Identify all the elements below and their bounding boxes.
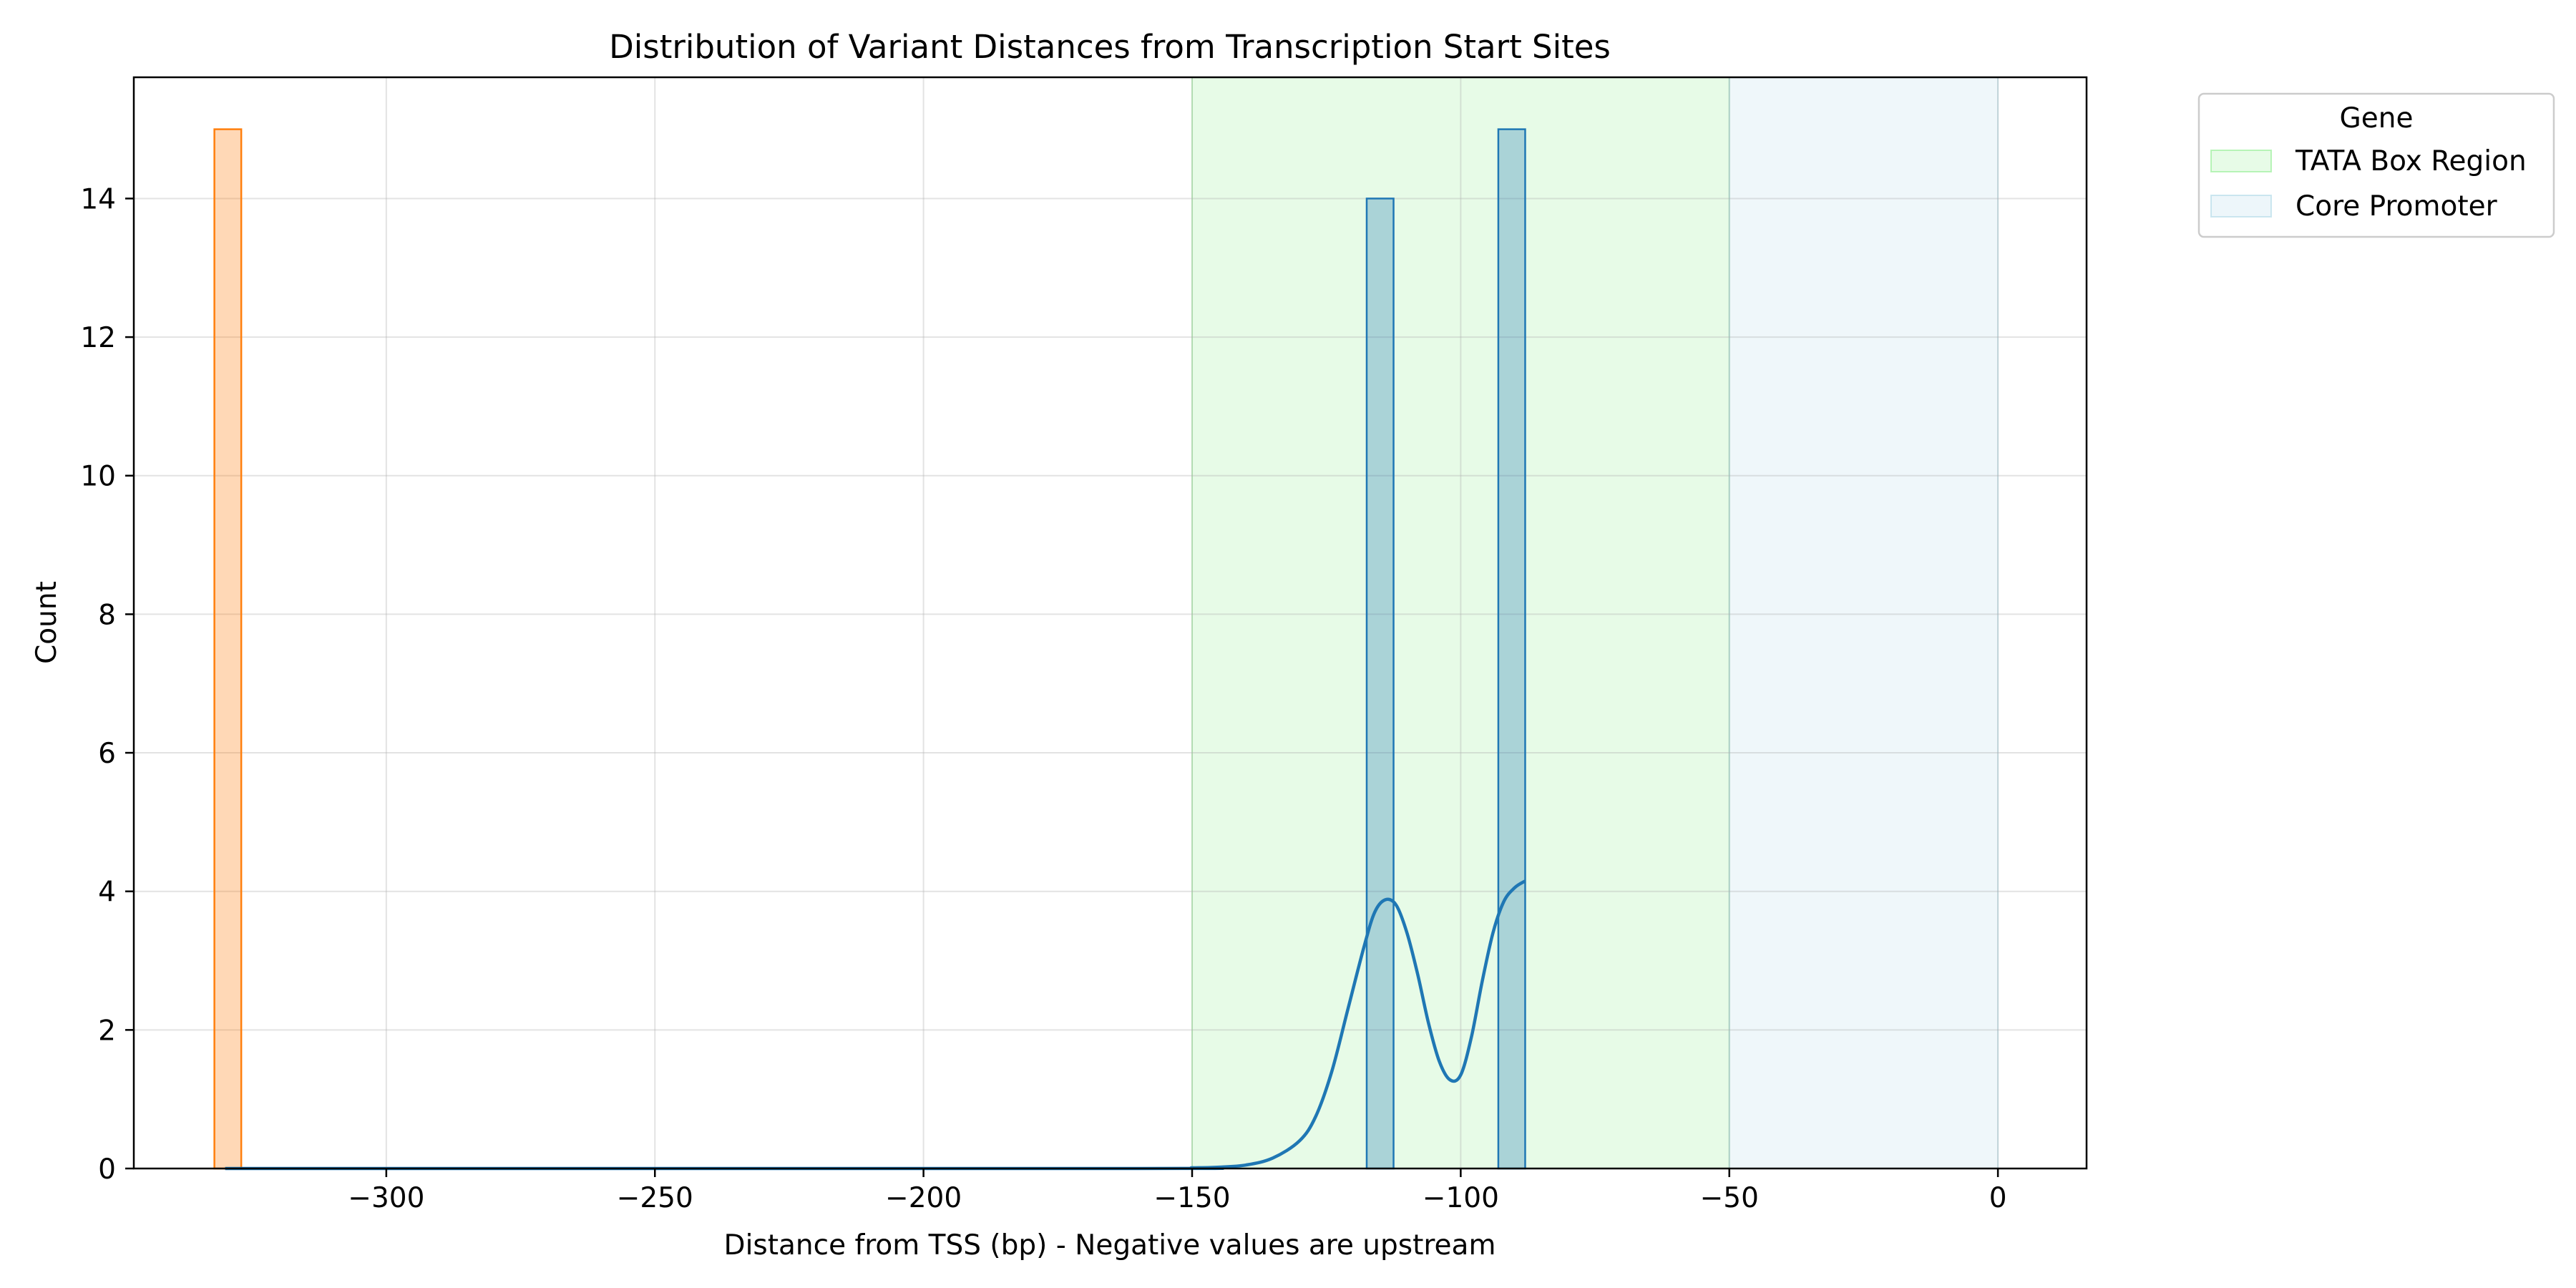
region-0 — [1191, 77, 1730, 1169]
plot-background — [134, 77, 2087, 1169]
shaded-regions — [1191, 77, 1999, 1169]
legend-label: TATA Box Region — [2295, 145, 2527, 177]
y-tick-label: 6 — [98, 738, 116, 770]
y-axis-ticks: 0 2 4 6 8 10 12 14 — [80, 183, 134, 1186]
legend-swatch — [2210, 195, 2272, 218]
x-tick-label: −300 — [348, 1182, 424, 1214]
y-tick-label: 12 — [80, 322, 116, 354]
histogram-bar — [213, 128, 243, 1170]
legend-frame — [2197, 92, 2555, 238]
y-tick-label: 2 — [98, 1015, 116, 1047]
legend-label: Core Promoter — [2296, 190, 2498, 223]
legend-title: Gene — [2340, 102, 2414, 135]
y-tick-label: 0 — [98, 1153, 116, 1186]
legend-entries: TATA Box Region Core Promoter — [2210, 145, 2527, 223]
y-tick-label: 10 — [80, 461, 116, 493]
histogram-bar — [1497, 128, 1526, 1170]
y-axis-label: Count — [31, 581, 63, 664]
x-axis-ticks: −300 −250 −200 −150 −100 −50 0 — [348, 1169, 2007, 1214]
chart-title: Distribution of Variant Distances from T… — [609, 28, 1611, 66]
x-tick-label: −50 — [1700, 1182, 1759, 1214]
x-tick-label: 0 — [1989, 1182, 2007, 1214]
y-tick-label: 8 — [98, 599, 116, 631]
plot-area — [134, 77, 2087, 1169]
x-tick-label: −200 — [885, 1182, 962, 1214]
plot-frame — [132, 76, 2088, 1170]
y-tick-label: 14 — [80, 183, 116, 215]
x-tick-label: −100 — [1423, 1182, 1499, 1214]
legend-swatch — [2210, 150, 2272, 172]
legend: Gene TATA Box Region Core Promoter — [2197, 92, 2555, 238]
region-1 — [1728, 77, 1999, 1169]
histogram-bar — [1365, 197, 1395, 1170]
x-tick-label: −250 — [617, 1182, 693, 1214]
histogram-bars — [213, 128, 1526, 1170]
y-tick-label: 4 — [98, 877, 116, 909]
x-tick-label: −150 — [1153, 1182, 1230, 1214]
x-axis-label: Distance from TSS (bp) - Negative values… — [724, 1229, 1496, 1262]
